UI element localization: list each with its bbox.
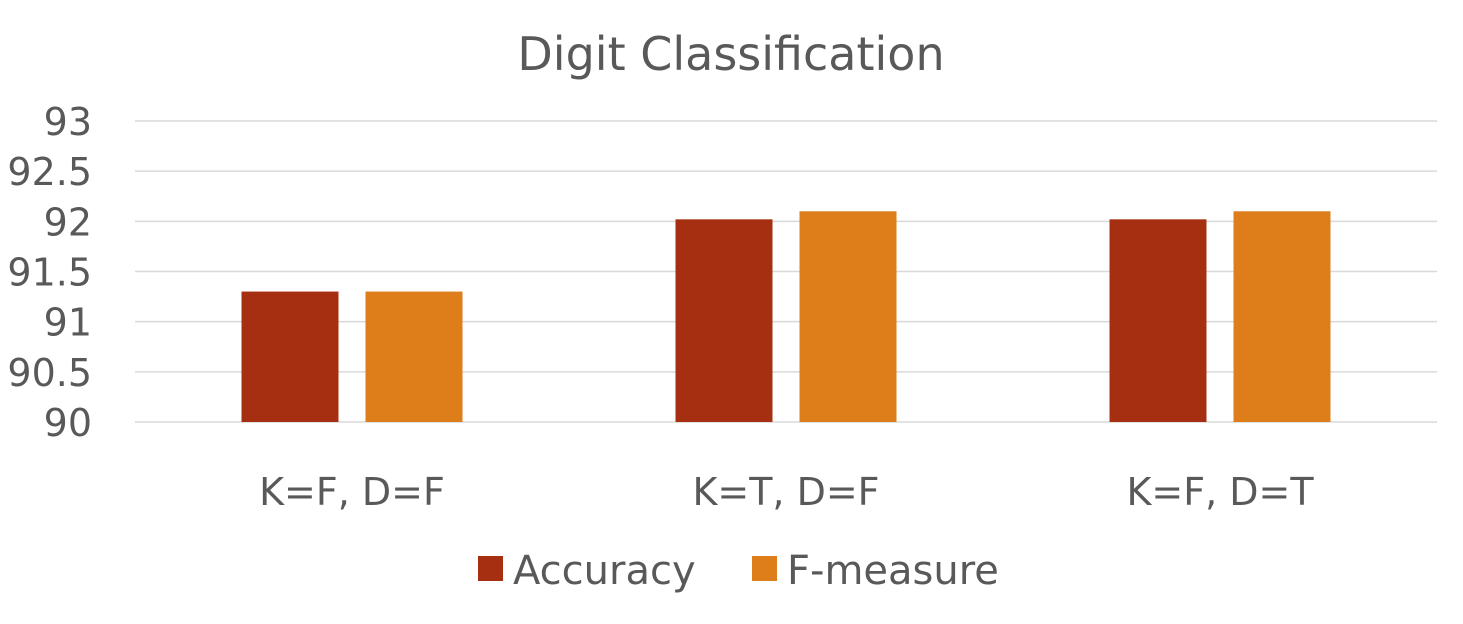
- legend-label: Accuracy: [513, 548, 696, 594]
- y-tick-label: 90: [44, 401, 92, 445]
- x-tick-label: K=F, D=T: [1126, 470, 1314, 514]
- y-tick-label: 91: [44, 301, 92, 345]
- y-axis-ticks: 90 90.5 91 91.5 92 92.5 93: [7, 100, 92, 445]
- bar-accuracy-3: [1109, 219, 1207, 422]
- gridlines: [135, 120, 1437, 423]
- bar-accuracy-2: [675, 219, 773, 422]
- bars: [241, 211, 1331, 422]
- legend-label: F-measure: [787, 548, 999, 594]
- bar-accuracy-1: [241, 291, 339, 422]
- y-tick-label: 92.5: [7, 150, 92, 194]
- y-tick-label: 91.5: [7, 251, 92, 295]
- y-tick-label: 93: [44, 100, 92, 144]
- x-axis-ticks: K=F, D=F K=T, D=F K=F, D=T: [259, 470, 1314, 514]
- bar-f-measure-3: [1233, 211, 1331, 422]
- legend-swatch: [752, 556, 777, 581]
- chart-title: Digit Classification: [517, 27, 944, 81]
- y-tick-label: 92: [44, 200, 92, 244]
- x-tick-label: K=T, D=F: [692, 470, 879, 514]
- bar-f-measure-2: [799, 211, 897, 422]
- legend: Accuracy F-measure: [478, 548, 999, 594]
- legend-swatch: [478, 556, 503, 581]
- y-tick-label: 90.5: [7, 351, 92, 395]
- bar-f-measure-1: [365, 291, 463, 422]
- x-tick-label: K=F, D=F: [259, 470, 445, 514]
